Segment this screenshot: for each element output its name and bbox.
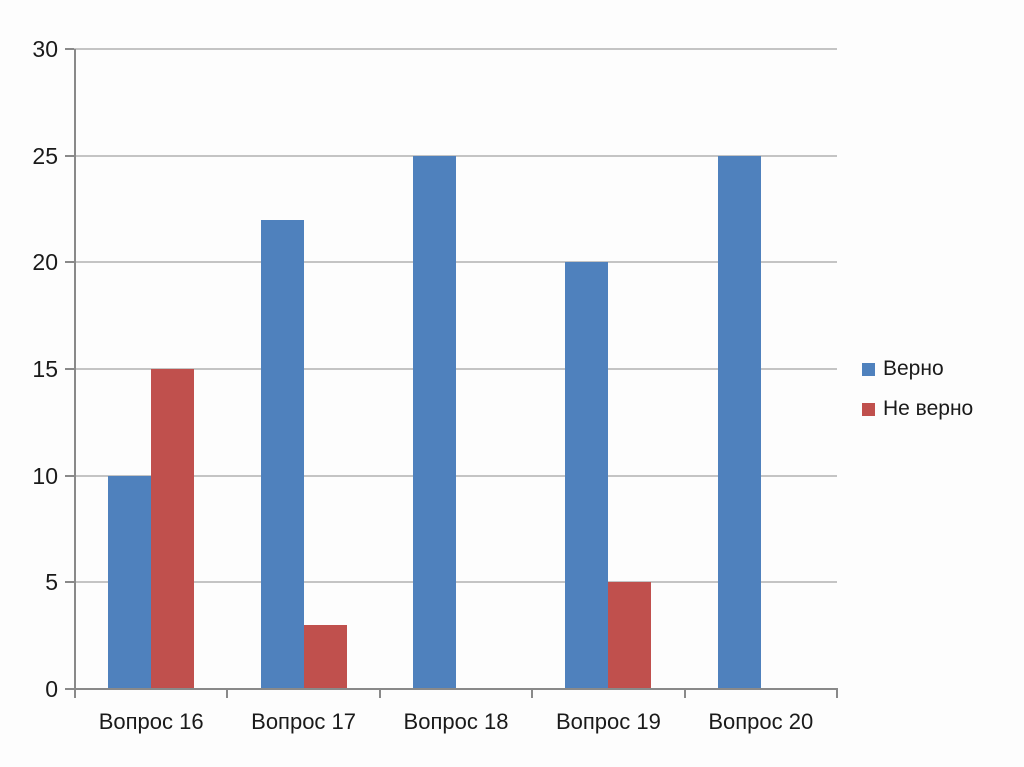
x-tick-label: Вопрос 18 xyxy=(403,709,509,734)
y-tick-label: 30 xyxy=(32,36,58,62)
legend-item: Верно xyxy=(862,356,944,382)
y-tick xyxy=(65,48,74,50)
x-tick xyxy=(683,689,686,698)
y-axis-line xyxy=(74,49,76,689)
bar xyxy=(303,625,347,689)
x-axis-line xyxy=(74,688,838,690)
y-tick xyxy=(65,581,74,584)
legend-item: Не верно xyxy=(862,396,973,422)
x-tick-label: Вопрос 16 xyxy=(98,709,204,734)
legend-swatch xyxy=(862,402,875,416)
y-tick xyxy=(65,368,74,370)
legend-label: Не верно xyxy=(883,397,974,420)
x-tick xyxy=(74,689,76,698)
legend-label: Верно xyxy=(883,357,944,380)
y-tick-label: 20 xyxy=(32,249,58,276)
bar xyxy=(108,475,152,689)
x-tick xyxy=(378,689,381,698)
x-tick-label: Вопрос 19 xyxy=(555,709,661,734)
bar xyxy=(260,219,304,689)
x-tick xyxy=(531,689,534,698)
bar xyxy=(151,369,195,689)
x-tick xyxy=(836,689,838,698)
y-tick-label: 5 xyxy=(45,569,58,596)
y-tick-label: 15 xyxy=(32,356,58,382)
gridline xyxy=(74,48,837,50)
legend-swatch xyxy=(862,362,875,376)
bar xyxy=(608,582,652,689)
y-tick xyxy=(65,688,74,690)
x-tick xyxy=(226,689,229,698)
bar xyxy=(565,262,609,689)
y-tick-label: 0 xyxy=(45,676,58,702)
y-tick xyxy=(65,474,74,477)
bar xyxy=(717,155,761,689)
y-tick xyxy=(65,261,74,264)
bar xyxy=(413,155,456,689)
y-tick-label: 25 xyxy=(32,142,58,169)
y-tick xyxy=(65,154,74,157)
y-tick-label: 10 xyxy=(32,462,58,489)
x-tick-label: Вопрос 20 xyxy=(708,709,814,734)
x-tick-label: Вопрос 17 xyxy=(251,709,357,734)
